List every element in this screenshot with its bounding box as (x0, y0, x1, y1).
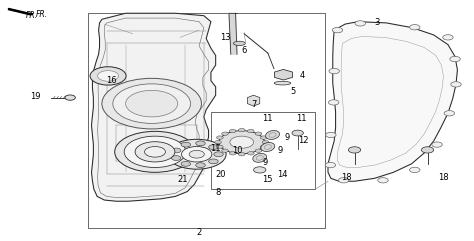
Circle shape (247, 152, 254, 155)
Polygon shape (91, 13, 216, 201)
Circle shape (113, 84, 191, 123)
Text: 9: 9 (263, 158, 268, 167)
Text: 8: 8 (215, 188, 221, 197)
Circle shape (292, 130, 303, 136)
Circle shape (214, 152, 223, 157)
Text: FR.: FR. (26, 11, 38, 20)
Text: 13: 13 (220, 33, 230, 42)
Text: 6: 6 (241, 46, 247, 55)
Circle shape (444, 111, 455, 116)
Circle shape (98, 71, 118, 81)
Circle shape (325, 162, 336, 168)
Circle shape (255, 149, 262, 152)
Circle shape (260, 136, 267, 139)
Circle shape (189, 150, 204, 158)
Text: 4: 4 (300, 71, 305, 80)
Circle shape (328, 100, 339, 105)
Circle shape (432, 142, 442, 147)
Circle shape (222, 132, 228, 135)
Text: 11: 11 (210, 144, 221, 153)
Circle shape (262, 141, 269, 144)
Circle shape (196, 163, 205, 167)
Text: 11: 11 (296, 114, 306, 123)
Circle shape (443, 35, 453, 40)
Circle shape (410, 25, 420, 30)
Circle shape (102, 78, 201, 129)
Text: 10: 10 (232, 146, 242, 155)
Circle shape (355, 21, 365, 26)
Text: 20: 20 (215, 170, 226, 179)
Circle shape (338, 178, 349, 183)
Circle shape (182, 147, 212, 162)
Ellipse shape (233, 41, 246, 46)
Circle shape (332, 27, 343, 33)
Circle shape (209, 159, 218, 164)
Circle shape (126, 90, 178, 117)
Text: 18: 18 (438, 173, 448, 182)
Polygon shape (274, 69, 292, 80)
Circle shape (348, 147, 361, 153)
Polygon shape (247, 95, 260, 106)
Circle shape (196, 141, 205, 146)
Text: 7: 7 (251, 100, 256, 109)
Polygon shape (9, 8, 32, 15)
Circle shape (229, 129, 236, 133)
Circle shape (260, 145, 267, 148)
Circle shape (451, 82, 461, 87)
Circle shape (222, 149, 228, 152)
Polygon shape (328, 22, 457, 181)
Bar (211, 112, 315, 189)
Ellipse shape (253, 154, 267, 162)
Polygon shape (229, 13, 237, 54)
Text: 21: 21 (177, 175, 188, 184)
Circle shape (172, 148, 181, 153)
Circle shape (229, 152, 236, 155)
Circle shape (209, 145, 218, 149)
Circle shape (217, 136, 223, 139)
Text: 5: 5 (290, 87, 296, 96)
Circle shape (326, 132, 336, 138)
Circle shape (217, 145, 223, 148)
Circle shape (215, 141, 221, 144)
Circle shape (238, 128, 245, 132)
Circle shape (219, 131, 264, 154)
Text: 9: 9 (284, 133, 290, 142)
Bar (88, 13, 325, 228)
Text: 14: 14 (277, 170, 287, 179)
Circle shape (421, 147, 434, 153)
Circle shape (230, 136, 254, 148)
Circle shape (167, 139, 226, 169)
Ellipse shape (265, 131, 280, 139)
Text: 16: 16 (106, 76, 117, 85)
Ellipse shape (261, 143, 275, 151)
Circle shape (255, 132, 262, 135)
Circle shape (378, 178, 388, 183)
Text: 18: 18 (341, 173, 351, 182)
Text: 11: 11 (263, 114, 273, 123)
Circle shape (145, 147, 165, 157)
Text: 15: 15 (263, 175, 273, 184)
Text: 9: 9 (277, 146, 283, 155)
Circle shape (124, 136, 186, 167)
Text: 12: 12 (298, 136, 309, 146)
Ellipse shape (274, 81, 291, 85)
Circle shape (181, 161, 191, 166)
Circle shape (254, 167, 266, 173)
Circle shape (65, 95, 75, 100)
Text: 2: 2 (196, 228, 202, 237)
Text: 19: 19 (30, 92, 41, 101)
Circle shape (410, 167, 420, 173)
Circle shape (247, 129, 254, 133)
Circle shape (329, 68, 339, 74)
Circle shape (172, 156, 181, 161)
Circle shape (450, 56, 460, 62)
Text: FR.: FR. (36, 10, 48, 20)
Text: 3: 3 (374, 18, 380, 27)
Circle shape (238, 153, 245, 156)
Circle shape (115, 131, 195, 172)
Circle shape (90, 67, 126, 85)
Circle shape (135, 142, 175, 162)
Circle shape (181, 142, 191, 147)
